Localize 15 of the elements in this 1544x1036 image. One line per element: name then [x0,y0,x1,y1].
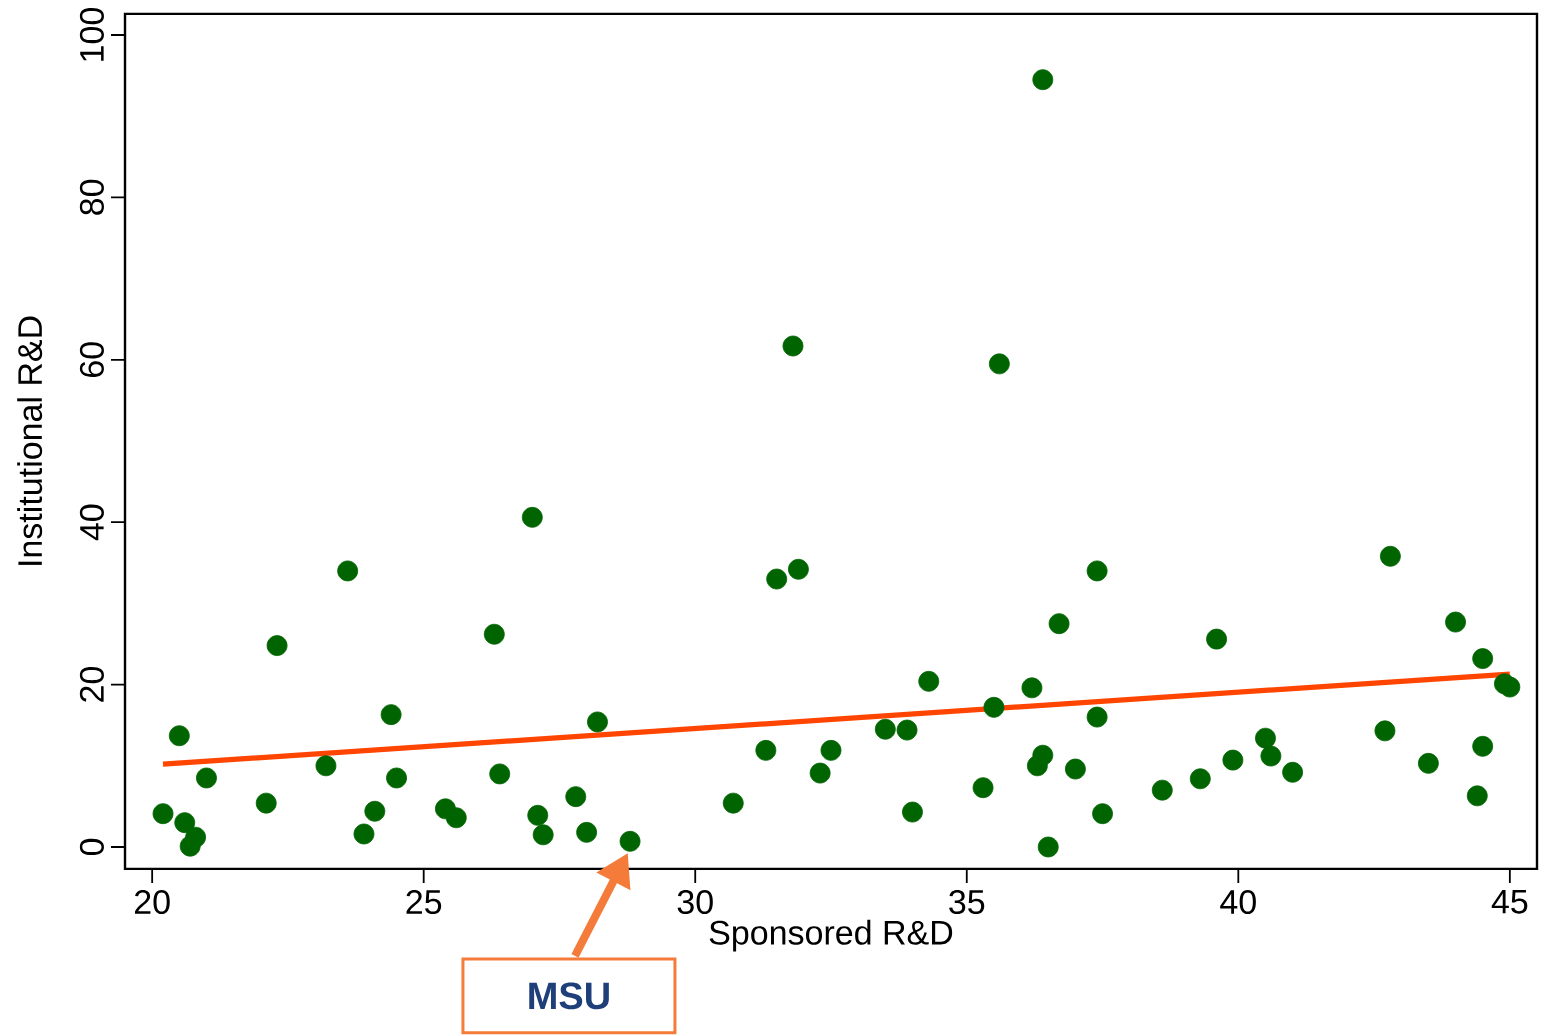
x-tick-label: 30 [677,890,713,915]
x-tick-label: 20 [134,890,170,915]
x-tick-label: 25 [406,890,442,915]
text: MSU [529,982,609,1010]
x-tick-label: 40 [1220,890,1256,915]
y-tick-label: 80 [79,179,104,215]
x-tick-label: 35 [949,890,985,915]
y-axis-title: Institutional R&D [17,316,43,565]
x-axis-title: Sponsored R&D [709,919,953,952]
x-tick-label: 45 [1491,890,1528,914]
y-tick-label: 0 [79,838,104,856]
y-tick-label: 20 [79,667,104,702]
y-tick-label: 100 [79,8,104,61]
y-tick-label: 60 [79,342,104,378]
y-tick-label: 40 [79,504,104,541]
